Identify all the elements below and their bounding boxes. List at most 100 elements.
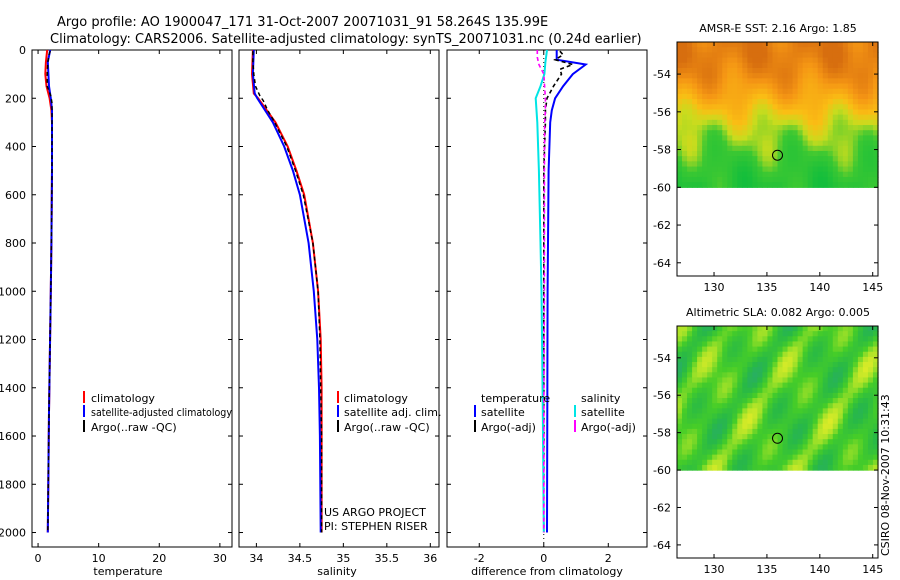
x-tick-label: 135 [756,281,777,294]
heatmap-cell [857,423,864,430]
heatmap-cell [802,42,809,48]
heatmap-cell [692,341,698,348]
heatmap-cell [707,418,713,425]
heatmap-cell [742,104,748,111]
heatmap-cell [832,73,839,79]
heatmap-cell [742,119,748,126]
heatmap-cell [782,99,789,105]
heatmap-cell [847,356,854,363]
heatmap-cell [697,182,703,188]
heatmap-cell [767,99,774,105]
heatmap-cell [862,88,869,95]
heatmap-cell [727,341,733,348]
heatmap-cell [792,372,799,379]
heatmap-cell [712,423,718,430]
heatmap-cell [772,362,779,368]
heatmap-cell [812,52,819,59]
heatmap-cell [717,351,723,358]
heatmap-cell [732,341,738,348]
heatmap-cell [682,454,688,461]
heatmap-cell [842,459,849,466]
heatmap-cell [772,166,779,173]
y-tick-label: -58 [653,427,671,440]
heatmap-cell [677,336,683,343]
heatmap-cell [822,387,829,394]
heatmap-cell [757,449,764,456]
heatmap-cell [867,62,874,69]
heatmap-cell [752,392,759,399]
heatmap-cell [817,52,824,59]
heatmap-cell [862,351,869,358]
heatmap-cell [872,408,879,415]
heatmap-cell [852,444,859,451]
legend-label-climatology: climatology [344,392,408,405]
heatmap-cell [832,362,839,368]
heatmap-cell [767,367,774,373]
heatmap-cell [832,464,839,471]
heatmap-cell [857,392,864,399]
heatmap-cell [792,161,799,168]
heatmap-cell [827,382,834,389]
heatmap-cell [747,78,753,85]
heatmap-cell [717,78,723,85]
heatmap-cell [732,418,738,425]
heatmap-cell [802,326,809,332]
heatmap-cell [712,114,718,121]
heatmap-cell [677,459,683,466]
heatmap-cell [767,83,774,90]
heatmap-cell [702,93,708,100]
heatmap-cell [712,449,718,456]
heatmap-cell [747,403,753,409]
heatmap-cell [792,83,799,90]
heatmap-cell [822,351,829,358]
heatmap-cell [677,449,683,456]
heatmap-cell [802,392,809,399]
heatmap-cell [757,362,764,368]
heatmap-cell [757,428,764,435]
heatmap-cell [867,346,874,353]
heatmap-cell [802,104,809,111]
heatmap-cell [827,377,834,384]
y-tick-label: -64 [653,257,671,270]
heatmap-cell [737,418,743,425]
heatmap-cell [687,119,693,126]
heatmap-cell [842,387,849,394]
heatmap-cell [797,145,804,152]
heatmap-cell [827,119,834,126]
heatmap-cell [777,459,784,466]
heatmap-cell [837,398,844,404]
heatmap-cell [712,413,718,420]
heatmap-cell [767,377,774,384]
heatmap-cell [862,93,869,100]
heatmap-cell [797,336,804,343]
heatmap-cell [817,398,824,404]
heatmap-cell [842,392,849,399]
heatmap-cell [757,130,764,137]
heatmap-cell [752,464,759,471]
heatmap-cell [777,67,784,74]
heatmap-cell [862,403,869,409]
heatmap-cell [722,403,728,409]
heatmap-cell [832,130,839,137]
heatmap-cell [852,398,859,404]
heatmap-cell [792,114,799,121]
heatmap-cell [682,99,688,105]
heatmap-cell [742,67,748,74]
legend-label-sal-argo: Argo(-adj) [581,421,636,434]
heatmap-cell [792,423,799,430]
heatmap-cell [852,182,859,188]
heatmap-cell [852,382,859,389]
heatmap-cell [857,459,864,466]
heatmap-cell [722,135,728,142]
heatmap-cell [742,439,748,445]
legend-salinity-header: salinity [581,392,621,405]
heatmap-cell [857,156,864,162]
heatmap-cell [867,52,874,59]
heatmap-cell [742,377,748,384]
heatmap-cell [737,423,743,430]
heatmap-cell [682,398,688,404]
heatmap-cell [772,418,779,425]
heatmap-cell [777,104,784,111]
heatmap-cell [747,423,753,430]
heatmap-cell [837,336,844,343]
